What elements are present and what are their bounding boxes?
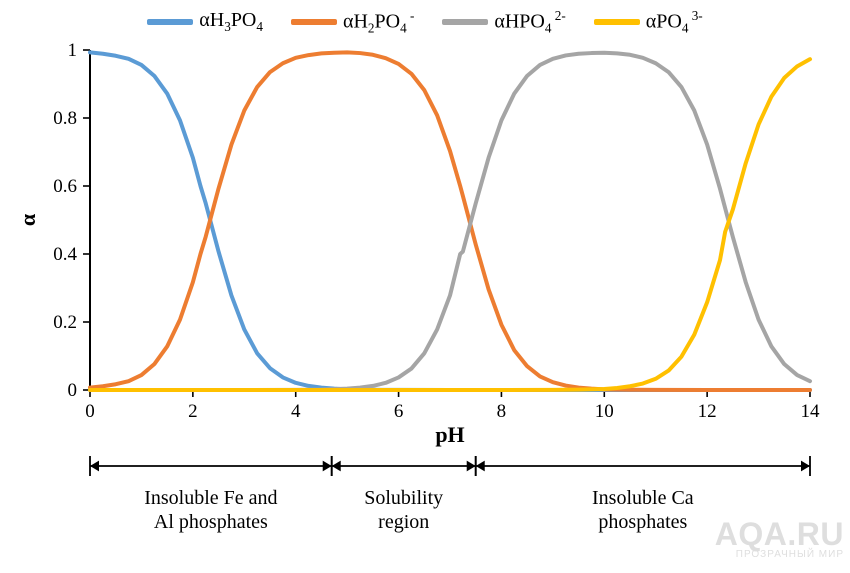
x-tick-label: 12 — [698, 401, 717, 422]
chart-svg: 00.20.40.60.8102468101214αpHInsoluble Fe… — [0, 0, 850, 568]
y-tick-label: 0.4 — [53, 244, 77, 265]
region-arrow-head — [801, 461, 810, 472]
region-arrow-head — [332, 461, 341, 472]
legend-item-0: αH3PO4 — [147, 8, 263, 37]
x-tick-label: 2 — [188, 401, 198, 422]
y-tick-label: 0.8 — [53, 108, 77, 129]
series-PO4^3- — [90, 59, 810, 390]
y-tick-label: 0.2 — [53, 312, 77, 333]
region-arrow-head — [323, 461, 332, 472]
legend-swatch — [442, 19, 488, 25]
region-label-line1: Insoluble Fe and — [144, 487, 277, 509]
legend-label: αHPO4 2- — [494, 8, 565, 37]
legend-label: αH2PO4 - — [343, 8, 414, 37]
legend-label: αPO4 3- — [646, 8, 703, 37]
x-tick-label: 0 — [85, 401, 95, 422]
legend: αH3PO4 αH2PO4 - αHPO4 2- αPO4 3- — [0, 8, 850, 37]
legend-swatch — [291, 19, 337, 25]
legend-item-2: αHPO4 2- — [442, 8, 565, 37]
x-tick-label: 6 — [394, 401, 404, 422]
series-H3PO4 — [90, 52, 810, 390]
x-tick-label: 10 — [595, 401, 614, 422]
legend-item-3: αPO4 3- — [594, 8, 703, 37]
x-tick-label: 14 — [801, 401, 821, 422]
x-tick-label: 8 — [497, 401, 507, 422]
legend-item-1: αH2PO4 - — [291, 8, 414, 37]
region-arrow-head — [90, 461, 99, 472]
x-tick-label: 4 — [291, 401, 301, 422]
legend-swatch — [594, 19, 640, 25]
series-HPO4^2- — [90, 53, 810, 390]
legend-swatch — [147, 19, 193, 25]
y-tick-label: 1 — [68, 40, 78, 61]
y-axis-title: α — [15, 213, 40, 226]
y-tick-label: 0 — [68, 380, 78, 401]
series-H2PO4- — [90, 52, 810, 390]
region-arrow-head — [467, 461, 476, 472]
region-arrow-head — [476, 461, 485, 472]
y-tick-label: 0.6 — [53, 176, 77, 197]
region-label-line1: Insoluble Ca — [592, 487, 694, 509]
legend-label: αH3PO4 — [199, 9, 263, 35]
region-label-line1: Solubility — [364, 487, 443, 509]
region-label-line2: Al phosphates — [154, 511, 268, 533]
x-axis-title: pH — [435, 422, 464, 447]
region-label-line2: phosphates — [598, 511, 687, 533]
region-label-line2: region — [378, 511, 429, 533]
chart-container: αH3PO4 αH2PO4 - αHPO4 2- αPO4 3- 0 0.2 0.4 0.6… — [0, 0, 850, 568]
